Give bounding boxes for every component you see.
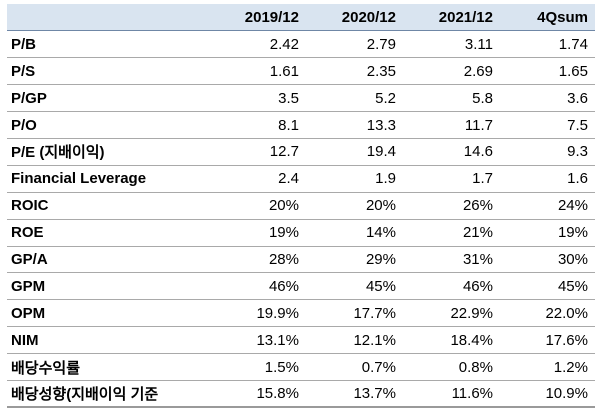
cell-value: 0.8% <box>403 353 500 381</box>
cell-value: 26% <box>403 192 500 220</box>
header-cell-blank <box>7 4 205 32</box>
cell-value: 30% <box>500 246 595 274</box>
cell-value: 13.3 <box>306 111 403 139</box>
cell-value: 17.6% <box>500 326 595 355</box>
cell-value: 3.6 <box>500 84 595 113</box>
cell-value: 5.8 <box>403 84 500 113</box>
cell-value: 11.6% <box>403 380 500 409</box>
table-header-row: 2019/12 2020/12 2021/12 4Qsum <box>7 4 595 32</box>
cell-value: 29% <box>306 246 403 274</box>
cell-value: 22.0% <box>500 299 595 328</box>
header-cell-2021: 2021/12 <box>403 4 500 32</box>
cell-value: 2.69 <box>403 57 500 86</box>
row-label: 배당성향(지배이익 기준 <box>7 380 205 409</box>
table-row: GPM 46% 45% 46% 45% <box>7 272 595 301</box>
table-row: P/E (지배이익) 12.7 19.4 14.6 9.3 <box>7 138 595 166</box>
cell-value: 17.7% <box>306 299 403 328</box>
cell-value: 0.7% <box>306 353 403 381</box>
cell-value: 2.4 <box>205 165 306 193</box>
table-row: ROE 19% 14% 21% 19% <box>7 219 595 247</box>
row-label: NIM <box>7 326 205 355</box>
cell-value: 18.4% <box>403 326 500 355</box>
cell-value: 7.5 <box>500 111 595 139</box>
cell-value: 46% <box>403 272 500 301</box>
cell-value: 24% <box>500 192 595 220</box>
cell-value: 19% <box>500 219 595 247</box>
row-label: ROE <box>7 219 205 247</box>
cell-value: 12.7 <box>205 138 306 166</box>
cell-value: 1.65 <box>500 57 595 86</box>
cell-value: 22.9% <box>403 299 500 328</box>
cell-value: 14.6 <box>403 138 500 166</box>
cell-value: 20% <box>306 192 403 220</box>
cell-value: 2.35 <box>306 57 403 86</box>
cell-value: 14% <box>306 219 403 247</box>
cell-value: 21% <box>403 219 500 247</box>
row-label: Financial Leverage <box>7 165 205 193</box>
table-row: 배당성향(지배이익 기준 15.8% 13.7% 11.6% 10.9% <box>7 380 595 409</box>
cell-value: 2.42 <box>205 30 306 59</box>
valuation-metrics-table: 2019/12 2020/12 2021/12 4Qsum P/B 2.42 2… <box>7 4 595 409</box>
cell-value: 19% <box>205 219 306 247</box>
cell-value: 1.6 <box>500 165 595 193</box>
cell-value: 1.7 <box>403 165 500 193</box>
table-row: P/S 1.61 2.35 2.69 1.65 <box>7 57 595 86</box>
table-row: NIM 13.1% 12.1% 18.4% 17.6% <box>7 326 595 355</box>
table-row: ROIC 20% 20% 26% 24% <box>7 192 595 220</box>
cell-value: 45% <box>306 272 403 301</box>
row-label: P/O <box>7 111 205 139</box>
cell-value: 2.79 <box>306 30 403 59</box>
cell-value: 15.8% <box>205 380 306 409</box>
cell-value: 9.3 <box>500 138 595 166</box>
cell-value: 3.11 <box>403 30 500 59</box>
cell-value: 19.9% <box>205 299 306 328</box>
cell-value: 11.7 <box>403 111 500 139</box>
cell-value: 20% <box>205 192 306 220</box>
cell-value: 19.4 <box>306 138 403 166</box>
table-row: P/B 2.42 2.79 3.11 1.74 <box>7 30 595 59</box>
cell-value: 13.1% <box>205 326 306 355</box>
row-label: 배당수익률 <box>7 353 205 381</box>
table-row: Financial Leverage 2.4 1.9 1.7 1.6 <box>7 165 595 193</box>
cell-value: 1.74 <box>500 30 595 59</box>
cell-value: 46% <box>205 272 306 301</box>
cell-value: 1.5% <box>205 353 306 381</box>
header-cell-2019: 2019/12 <box>205 4 306 32</box>
cell-value: 1.2% <box>500 353 595 381</box>
cell-value: 1.9 <box>306 165 403 193</box>
table-row: 배당수익률 1.5% 0.7% 0.8% 1.2% <box>7 353 595 381</box>
row-label: GP/A <box>7 246 205 274</box>
cell-value: 10.9% <box>500 380 595 409</box>
header-cell-2020: 2020/12 <box>306 4 403 32</box>
row-label: P/S <box>7 57 205 86</box>
cell-value: 12.1% <box>306 326 403 355</box>
cell-value: 31% <box>403 246 500 274</box>
cell-value: 8.1 <box>205 111 306 139</box>
table-row: P/GP 3.5 5.2 5.8 3.6 <box>7 84 595 113</box>
row-label: P/E (지배이익) <box>7 138 205 166</box>
table-row: OPM 19.9% 17.7% 22.9% 22.0% <box>7 299 595 328</box>
cell-value: 28% <box>205 246 306 274</box>
header-cell-4qsum: 4Qsum <box>500 4 595 32</box>
row-label: P/GP <box>7 84 205 113</box>
cell-value: 1.61 <box>205 57 306 86</box>
cell-value: 13.7% <box>306 380 403 409</box>
row-label: P/B <box>7 30 205 59</box>
row-label: OPM <box>7 299 205 328</box>
cell-value: 3.5 <box>205 84 306 113</box>
cell-value: 5.2 <box>306 84 403 113</box>
cell-value: 45% <box>500 272 595 301</box>
row-label: GPM <box>7 272 205 301</box>
row-label: ROIC <box>7 192 205 220</box>
table-row: GP/A 28% 29% 31% 30% <box>7 246 595 274</box>
table-row: P/O 8.1 13.3 11.7 7.5 <box>7 111 595 139</box>
